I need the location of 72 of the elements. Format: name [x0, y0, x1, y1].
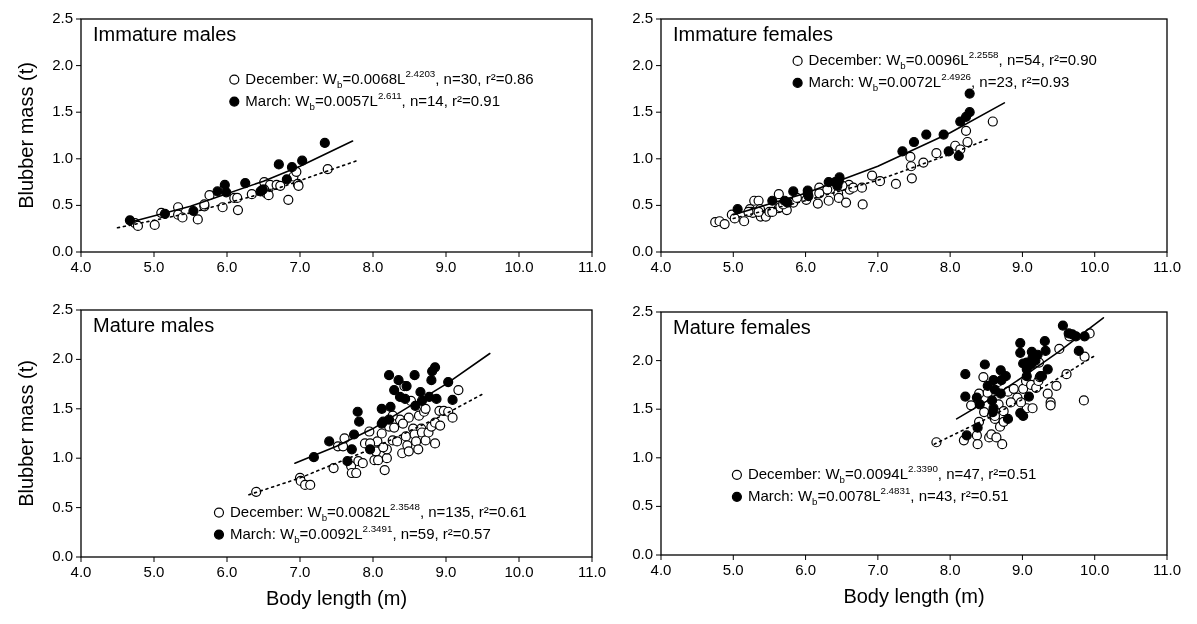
x-tick-label: 5.0: [722, 258, 744, 275]
x-tick-label: 5.0: [143, 563, 165, 580]
x-tick-label: 8.0: [939, 561, 961, 578]
x-tick-label: 11.0: [577, 563, 607, 580]
legend-label: March: W$_{b}$=0.0092L$^{2.3491}$, n=59, r²=0.57: [229, 522, 491, 545]
y-tick-label: 0.0: [632, 241, 653, 259]
x-tick-label: 11.0: [577, 258, 607, 275]
x-tick-label: 6.0: [795, 561, 816, 578]
x-tick-label: 5.0: [722, 561, 744, 578]
x-tick-label: 8.0: [362, 563, 384, 580]
y-tick-label: 1.0: [632, 148, 653, 166]
x-tick-label: 7.0: [289, 258, 311, 275]
y-tick-label: 0.0: [632, 544, 653, 562]
y-tick-label: 1.5: [632, 399, 653, 417]
x-tick-label: 8.0: [939, 258, 961, 275]
x-tick-label: 8.0: [362, 258, 384, 275]
x-tick-label: 7.0: [867, 561, 889, 578]
x-tick-label: 6.0: [795, 258, 816, 275]
x-tick-label: 11.0: [1152, 258, 1182, 275]
x-tick-label: 10.0: [504, 563, 534, 580]
chart-title: Mature males: [93, 314, 215, 336]
legend-label: March: W$_{b}$=0.0078L$^{2.4831}$, n=43, r²=0.51: [747, 484, 1009, 507]
y-tick-label: 1.5: [52, 398, 73, 416]
y-tick-label: 2.5: [52, 8, 73, 26]
y-tick-label: 2.5: [632, 301, 653, 319]
y-tick-label: 2.5: [52, 299, 73, 317]
x-tick-label: 10.0: [1080, 561, 1110, 578]
legend-label: December: W$_{b}$=0.0082L$^{2.3548}$, n=135, r²=0.61: [229, 500, 527, 523]
y-axis-title: Blubber mass (t): [15, 360, 37, 507]
legend-label: December: W$_{b}$=0.0096L$^{2.2558}$, n=54, r²=0.90: [808, 49, 1097, 72]
x-tick-label: 4.0: [650, 561, 672, 578]
y-tick-label: 1.0: [52, 448, 73, 466]
legend-label: December: W$_{b}$=0.0094L$^{2.3390}$, n=47, r²=0.51: [747, 462, 1037, 485]
x-tick-label: 10.0: [504, 258, 534, 275]
x-tick-label: 9.0: [435, 258, 457, 275]
legend-label: December: W$_{b}$=0.0068L$^{2.4203}$, n=30, r²=0.86: [245, 67, 534, 90]
y-axis-title: Blubber mass (t): [15, 62, 37, 209]
x-tick-label: 5.0: [143, 258, 165, 275]
x-tick-label: 11.0: [1152, 561, 1182, 578]
x-axis-title: Body length (m): [265, 587, 408, 609]
y-tick-label: 0.5: [632, 496, 653, 514]
chart-title: Mature females: [673, 316, 811, 338]
y-tick-label: 0.5: [632, 195, 653, 213]
y-tick-label: 1.0: [52, 148, 73, 166]
chart-title: Immature males: [93, 23, 237, 45]
y-tick-label: 0.5: [52, 195, 73, 213]
y-tick-label: 0.5: [52, 497, 73, 515]
y-tick-label: 2.5: [632, 8, 653, 26]
x-tick-label: 9.0: [1012, 561, 1033, 578]
chart-title: Immature females: [673, 23, 834, 45]
x-tick-label: 4.0: [70, 258, 92, 275]
y-tick-label: 2.0: [52, 349, 73, 367]
y-tick-label: 2.0: [632, 55, 653, 73]
y-tick-label: 0.0: [52, 546, 73, 564]
y-tick-label: 1.5: [632, 102, 653, 120]
y-tick-label: 2.0: [632, 350, 653, 368]
x-tick-label: 7.0: [867, 258, 889, 275]
x-tick-label: 9.0: [435, 563, 457, 580]
legend-label: March: W$_{b}$=0.0057L$^{2.611}$, n=14, r²=0.91: [245, 89, 500, 112]
x-tick-label: 9.0: [1012, 258, 1033, 275]
x-tick-label: 6.0: [216, 563, 238, 580]
y-tick-label: 2.0: [52, 55, 73, 73]
x-axis-title: Body length (m): [843, 585, 985, 607]
y-tick-label: 0.0: [52, 241, 73, 259]
x-tick-label: 10.0: [1080, 258, 1110, 275]
x-tick-label: 6.0: [216, 258, 238, 275]
y-tick-label: 1.0: [632, 447, 653, 465]
x-tick-label: 4.0: [650, 258, 672, 275]
y-tick-label: 1.5: [52, 102, 73, 120]
x-tick-label: 4.0: [70, 563, 92, 580]
legend-label: March: W$_{b}$=0.0072L$^{2.4926}$, n=23, r²=0.93: [808, 71, 1070, 94]
x-tick-label: 7.0: [289, 563, 311, 580]
